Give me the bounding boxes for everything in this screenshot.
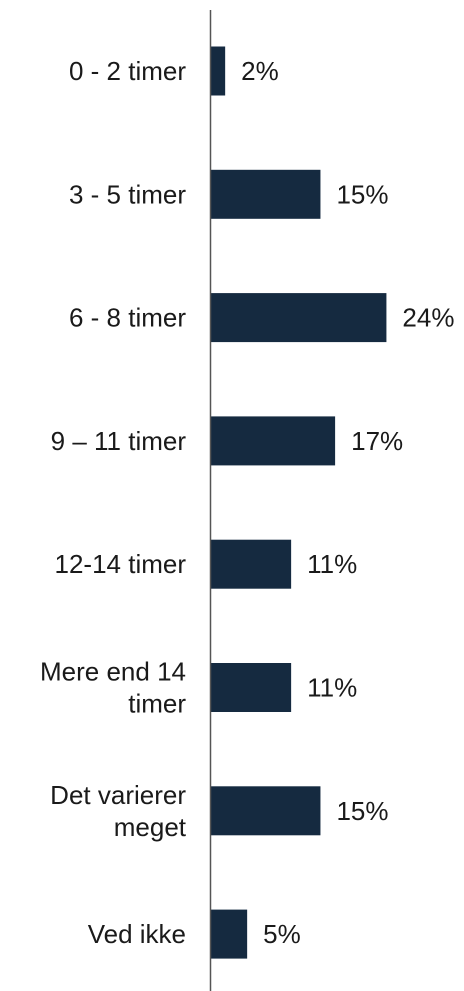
category-label-5-line-0: Mere end 14 [40,657,186,687]
value-label-2: 24% [402,303,454,333]
bar-3 [210,416,336,466]
value-label-0: 2% [241,56,279,86]
value-label-6: 15% [336,796,388,826]
category-label-6-line-1: meget [114,812,187,842]
value-label-3: 17% [351,426,403,456]
bar-4 [210,539,292,589]
value-label-7: 5% [263,919,301,949]
bars-group [210,46,387,959]
bar-0 [210,46,226,96]
category-label-5-line-1: timer [128,689,186,719]
category-label-1: 3 - 5 timer [69,179,186,209]
bar-1 [210,169,321,219]
category-label-3: 9 – 11 timer [51,426,187,456]
category-label-7: Ved ikke [88,919,186,949]
category-label-2: 6 - 8 timer [69,303,186,333]
category-label-6-line-0: Det varierer [50,780,186,810]
category-labels: 0 - 2 timer 3 - 5 timer 6 - 8 timer 9 – 11 … [40,56,187,949]
value-label-5: 11% [307,673,357,703]
bar-6 [210,786,321,836]
bar-7 [210,909,248,959]
value-label-1: 15% [336,179,388,209]
value-labels: 2% 15% 24% 17% 11% 11% 15% 5% [241,56,454,949]
bar-2 [210,293,387,343]
bar-5 [210,663,292,712]
category-label-4: 12-14 timer [55,549,187,579]
value-label-4: 11% [307,549,357,579]
category-label-0: 0 - 2 timer [69,56,186,86]
